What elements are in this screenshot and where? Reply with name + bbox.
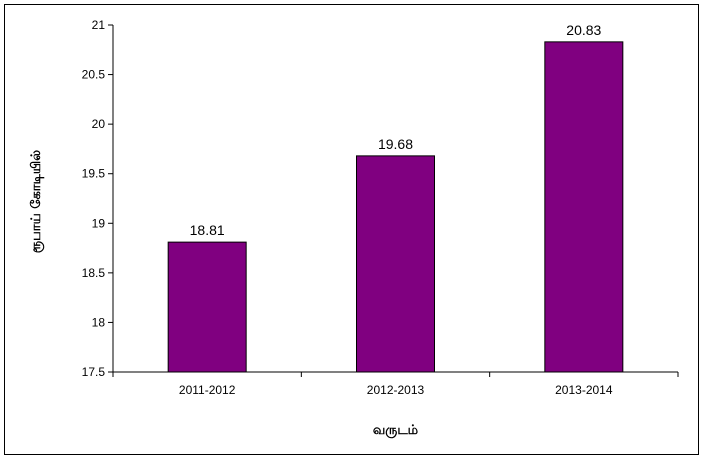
y-tick-label: 20.5 (82, 68, 106, 82)
data-label-2011-2012: 18.81 (190, 222, 225, 238)
x-ticks-layer: 2011-2012 2012-2013 2013-2014 (112, 372, 679, 397)
y-tick-label: 19 (92, 216, 106, 230)
data-labels-layer: 18.81 19.68 20.83 (190, 22, 602, 238)
y-tick-label: 21 (92, 18, 106, 32)
data-label-2012-2013: 19.68 (378, 136, 413, 152)
x-tick-label-2012-2013: 2012-2013 (367, 383, 425, 397)
y-tick-label: 17.5 (82, 365, 106, 379)
y-tick-label: 18.5 (82, 266, 106, 280)
y-ticks-layer: 17.5 18 18.5 19 19.5 20 20.5 21 (82, 18, 113, 379)
bars-layer (167, 41, 624, 373)
y-tick-label: 20 (92, 117, 106, 131)
bar-2012-2013 (356, 155, 435, 373)
y-axis-title: ரூபாய் கோடியில் (29, 150, 44, 253)
x-axis-title: வருடம் (373, 423, 419, 438)
x-tick-label-2013-2014: 2013-2014 (555, 383, 613, 397)
axes-layer (112, 25, 678, 373)
bar-2011-2012 (167, 241, 247, 373)
x-tick-label-2011-2012: 2011-2012 (179, 383, 236, 397)
data-label-2013-2014: 20.83 (566, 22, 601, 38)
y-tick-label: 18 (92, 315, 106, 329)
y-tick-label: 19.5 (82, 167, 106, 181)
bar-2013-2014 (544, 41, 624, 373)
